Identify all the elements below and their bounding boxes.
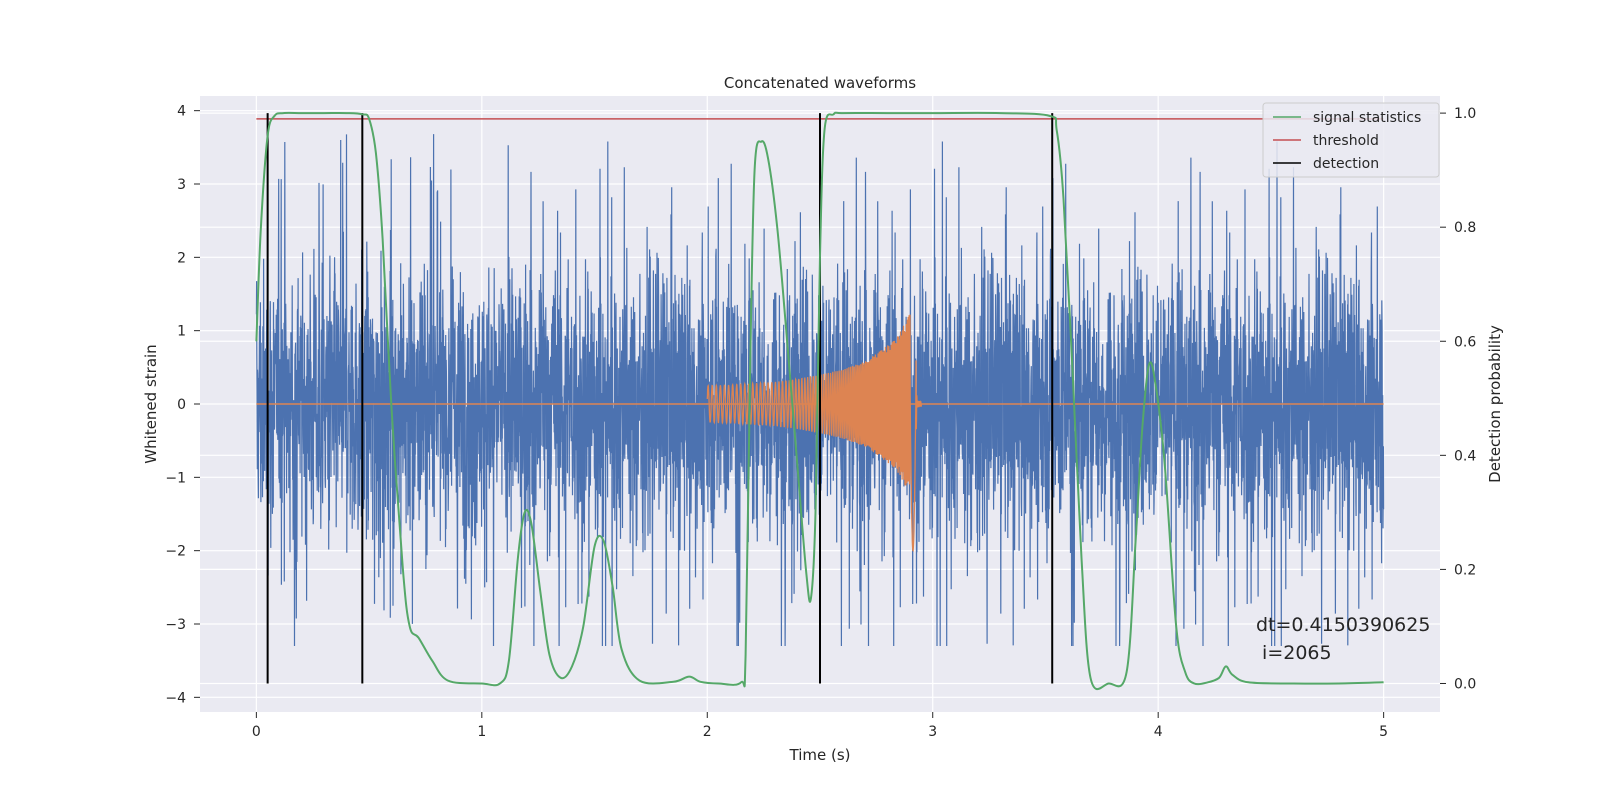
y-axis-ticks: −4 −3 −2 −1 0 1 2 3 4 xyxy=(165,104,200,706)
y-tick-label: −4 xyxy=(165,690,186,706)
y-tick-label: −1 xyxy=(165,470,186,486)
legend-label-threshold: threshold xyxy=(1313,133,1379,149)
legend: signal statistics threshold detection xyxy=(1262,102,1440,178)
right-tick-label: 0.0 xyxy=(1454,676,1476,692)
y-tick-label: 4 xyxy=(177,104,186,120)
y-tick-label: −2 xyxy=(165,544,186,560)
y-tick-label: 3 xyxy=(177,177,186,193)
x-tick-label: 2 xyxy=(703,724,712,740)
right-tick-label: 0.8 xyxy=(1454,220,1476,236)
y-tick-label: −3 xyxy=(165,617,186,633)
right-axis-ticks: 0.0 0.2 0.4 0.6 0.8 1.0 xyxy=(1440,106,1476,692)
legend-label-signal-statistics: signal statistics xyxy=(1313,110,1421,126)
y-tick-label: 0 xyxy=(177,397,186,413)
x-axis-label: Time (s) xyxy=(789,746,851,764)
x-tick-label: 0 xyxy=(252,724,261,740)
right-tick-label: 1.0 xyxy=(1454,106,1476,122)
x-tick-label: 5 xyxy=(1379,724,1388,740)
right-axis-label: Detection probability xyxy=(1486,325,1504,483)
y-tick-label: 1 xyxy=(177,324,186,340)
annotation-i: i=2065 xyxy=(1256,642,1332,664)
x-tick-label: 1 xyxy=(477,724,486,740)
right-tick-label: 0.6 xyxy=(1454,334,1476,350)
y-axis-label: Whitened strain xyxy=(142,344,160,463)
signal-statistics-line xyxy=(255,111,1384,691)
right-tick-label: 0.4 xyxy=(1454,448,1476,464)
legend-box xyxy=(1262,102,1440,178)
y-tick-label: 2 xyxy=(177,250,186,266)
annotation-dt: dt=0.4150390625 xyxy=(1256,614,1430,636)
x-axis-ticks: 0 1 2 3 4 5 xyxy=(252,712,1388,740)
right-tick-label: 0.2 xyxy=(1454,562,1476,578)
legend-label-detection: detection xyxy=(1313,156,1379,172)
chart-title: Concatenated waveforms xyxy=(724,74,916,92)
right-axis-series xyxy=(255,111,1384,691)
template-chirp-line xyxy=(706,314,923,553)
x-tick-label: 3 xyxy=(928,724,937,740)
x-tick-label: 4 xyxy=(1154,724,1163,740)
